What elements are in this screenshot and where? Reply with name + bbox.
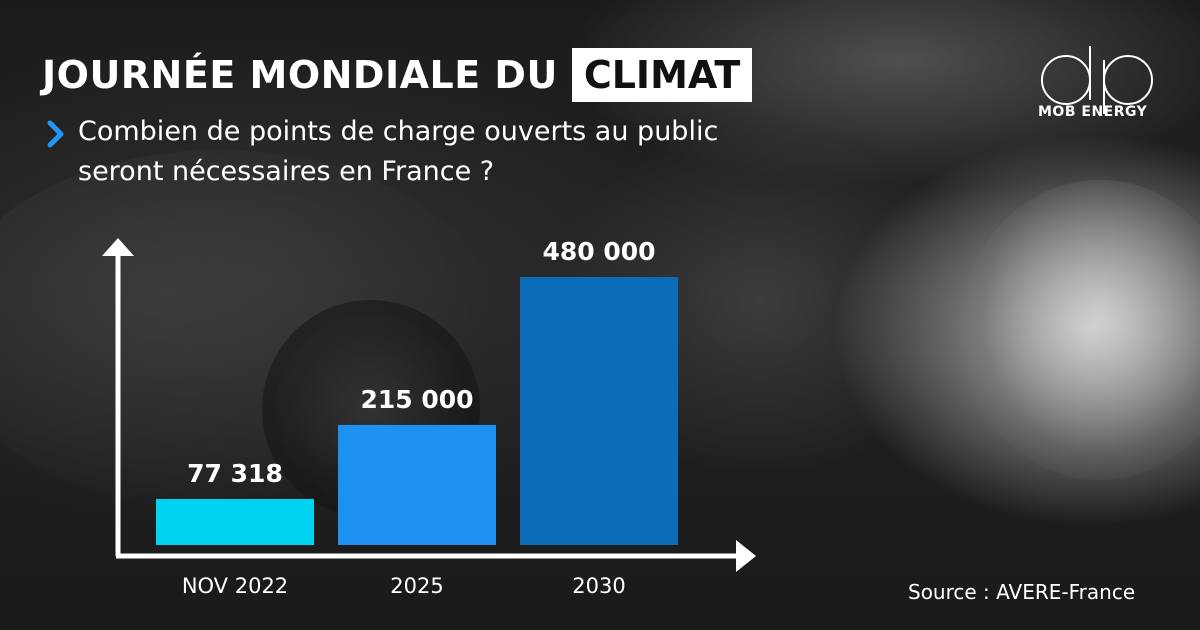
bar-2 [338,424,496,545]
bar-value-label-2: 215 000 [360,385,473,414]
background-car-right [960,180,1200,480]
y-axis-arrow-icon [102,238,134,256]
chart-bars [156,277,678,545]
page-subtitle: Combien de points de charge ouverts au p… [78,116,719,187]
x-axis-arrow-icon [736,540,756,572]
chart-labels: 77 318 NOV 2022 215 000 2025 480 000 2030 [182,237,656,598]
category-label-2: 2025 [390,574,443,598]
category-label-3: 2030 [572,574,625,598]
chart-axes [102,238,756,572]
bar-1 [156,499,314,545]
title-row: JOURNÉE MONDIALE DU CLIMAT [42,48,753,102]
bar-value-label-3: 480 000 [542,237,655,266]
page-title: JOURNÉE MONDIALE DU [42,53,558,97]
bar-value-label-1: 77 318 [187,459,283,488]
chevron-right-icon [47,120,64,148]
logo-wordmark: MOB ENERGY [1038,104,1148,120]
source-note: Source : AVERE-France [908,580,1136,604]
mob-energy-logo-icon [1041,46,1153,114]
title-highlight-box: CLIMAT [571,48,753,102]
category-label-1: NOV 2022 [182,574,288,598]
bar-3 [520,277,678,545]
